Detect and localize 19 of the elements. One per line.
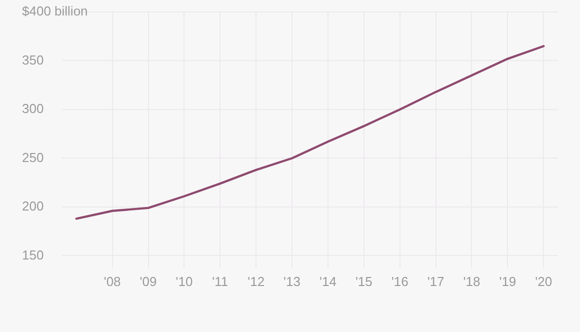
y-tick-label: 300 xyxy=(22,101,44,116)
x-tick-label: '13 xyxy=(284,274,301,289)
x-tick-label: '11 xyxy=(212,274,228,289)
x-tick-label: '17 xyxy=(427,274,444,289)
x-tick-label: '12 xyxy=(248,274,265,289)
x-tick-label: '19 xyxy=(499,274,516,289)
y-tick-label: 350 xyxy=(22,52,44,68)
x-tick-label: '09 xyxy=(140,274,157,289)
x-tick-label: '15 xyxy=(355,274,372,289)
y-tick-label: 150 xyxy=(22,247,44,262)
x-tick-label: '08 xyxy=(104,274,121,289)
y-tick-label: $400 billion xyxy=(22,4,88,19)
y-tick-label: 250 xyxy=(22,150,44,165)
x-tick-label: '16 xyxy=(391,274,408,289)
x-tick-label: '18 xyxy=(463,274,480,289)
x-tick-label: '14 xyxy=(319,274,336,289)
y-tick-label: 200 xyxy=(22,198,44,214)
x-tick-label: '10 xyxy=(176,274,193,289)
x-tick-label: '20 xyxy=(535,274,552,289)
